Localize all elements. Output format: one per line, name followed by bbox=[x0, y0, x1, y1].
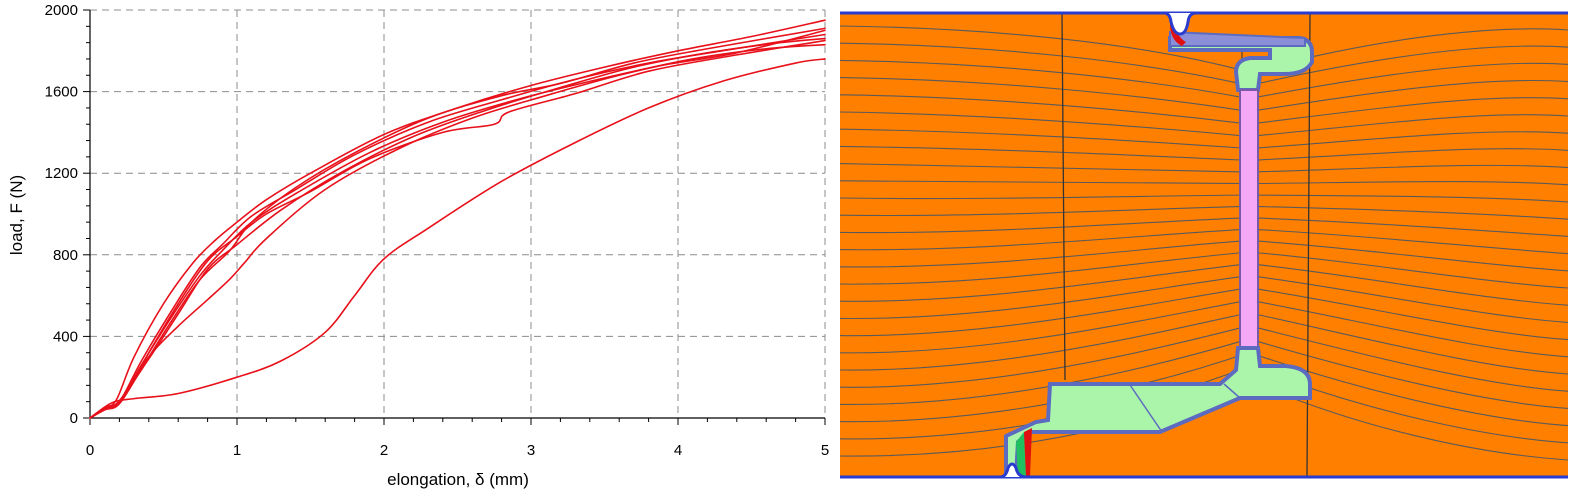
fem-vertical-slot bbox=[1239, 89, 1259, 349]
ticks bbox=[83, 9, 826, 425]
fem-upper-bracket bbox=[1168, 36, 1314, 92]
series-line-1 bbox=[89, 19, 826, 419]
x-tick-label: 4 bbox=[674, 442, 682, 459]
x-tick-label: 1 bbox=[233, 442, 241, 459]
x-tick-label: 0 bbox=[86, 442, 94, 459]
y-axis-title: load, F (N) bbox=[7, 175, 26, 255]
fem-top-notch bbox=[1163, 11, 1197, 36]
x-tick-label: 2 bbox=[380, 442, 388, 459]
fem-green-marker-bottom bbox=[1016, 432, 1026, 476]
series-line-5 bbox=[89, 37, 826, 419]
x-axis-title: elongation, δ (mm) bbox=[387, 470, 529, 489]
fem-upper-channel bbox=[1169, 30, 1306, 47]
data-series bbox=[89, 19, 826, 419]
x-tick-label: 5 bbox=[821, 442, 829, 459]
fem-divider-left bbox=[1061, 13, 1066, 381]
fem-lower-part bbox=[1004, 346, 1312, 478]
load-elongation-chart: 0 1 2 3 4 5 0 400 800 1200 1600 2000 elongation, δ… bbox=[7, 2, 829, 489]
fem-lower-facet-2 bbox=[1223, 383, 1241, 399]
series-line-6 bbox=[89, 43, 826, 419]
y-tick-label: 1600 bbox=[45, 84, 78, 101]
axes bbox=[89, 10, 825, 419]
y-tick-label: 2000 bbox=[45, 2, 78, 19]
grid bbox=[90, 9, 826, 418]
series-line-4 bbox=[89, 39, 826, 419]
fem-white-bottom bbox=[840, 479, 1568, 497]
y-tick-label: 400 bbox=[53, 328, 78, 345]
series-line-7 bbox=[89, 29, 826, 419]
series-line-8 bbox=[89, 58, 826, 419]
fem-white-top bbox=[840, 0, 1568, 11]
fem-lower-facet-1 bbox=[1127, 381, 1163, 433]
x-tick-label: 3 bbox=[527, 442, 535, 459]
fem-bottom-notch bbox=[999, 462, 1027, 479]
series-line-3 bbox=[89, 27, 826, 419]
y-tick-label: 0 bbox=[70, 410, 78, 427]
y-tick-labels: 0 400 800 1200 1600 2000 bbox=[45, 2, 78, 427]
fem-contour-image bbox=[840, 0, 1568, 497]
y-tick-label: 1200 bbox=[45, 165, 78, 182]
x-tick-labels: 0 1 2 3 4 5 bbox=[86, 442, 829, 459]
y-tick-label: 800 bbox=[53, 247, 78, 264]
fem-red-marker-bottom bbox=[1024, 428, 1032, 476]
series-line-2 bbox=[89, 33, 826, 419]
